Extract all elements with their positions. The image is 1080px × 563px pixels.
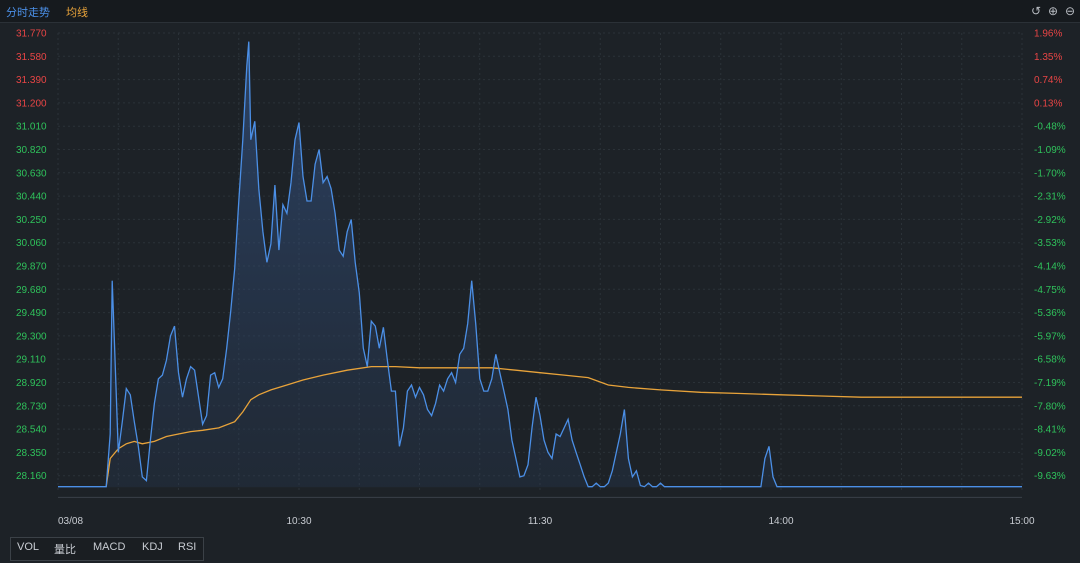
y-tick-left: 29.680 — [16, 285, 47, 296]
x-tick-label: 11:30 — [528, 516, 553, 527]
indicator-vol[interactable]: VOL — [17, 541, 40, 553]
y-tick-left: 29.870 — [16, 262, 47, 273]
y-tick-left: 29.490 — [16, 308, 47, 319]
y-tick-right: 0.13% — [1034, 98, 1062, 109]
y-tick-right: 0.74% — [1034, 75, 1062, 86]
y-tick-right: -5.97% — [1034, 331, 1066, 342]
x-tick-label: 15:00 — [1009, 516, 1034, 527]
x-tick-label: 03/08 — [58, 516, 83, 527]
y-tick-left: 30.440 — [16, 192, 47, 203]
y-tick-right: -4.75% — [1034, 285, 1066, 296]
x-tick-label: 14:00 — [768, 516, 793, 527]
price-line — [58, 41, 1022, 488]
y-tick-right: 1.35% — [1034, 52, 1062, 63]
y-tick-right: -7.80% — [1034, 401, 1066, 412]
x-axis-ticks: 03/08 10:30 11:30 14:00 15:00 — [58, 516, 1035, 527]
indicator-rsi[interactable]: RSI — [178, 541, 197, 553]
indicator-macd[interactable]: MACD — [93, 541, 126, 553]
y-tick-left: 31.580 — [16, 52, 47, 63]
y-tick-left: 31.770 — [16, 29, 47, 40]
intraday-chart: 31.770 31.580 31.390 31.200 31.010 30.820 30.6… — [16, 29, 1066, 528]
reset-icon[interactable]: ↺ — [1030, 4, 1042, 18]
zoom-in-icon[interactable]: ⊕ — [1047, 4, 1059, 18]
y-tick-right: -3.53% — [1034, 238, 1066, 249]
tab-moving-average[interactable]: 均线 — [66, 7, 88, 19]
indicator-bar: VOL 量比 MACD KDJ RSI — [10, 537, 204, 561]
y-tick-right: -7.19% — [1034, 378, 1066, 389]
y-tick-right: -2.92% — [1034, 215, 1066, 226]
y-tick-left: 30.250 — [16, 215, 47, 226]
y-tick-left: 29.300 — [16, 331, 47, 342]
y-tick-right: -6.58% — [1034, 355, 1066, 366]
y-tick-right: -1.09% — [1034, 145, 1066, 156]
tab-intraday-trend[interactable]: 分时走势 — [6, 7, 50, 19]
y-tick-right: -0.48% — [1034, 122, 1066, 133]
y-tick-right: -2.31% — [1034, 192, 1066, 203]
price-area-fill — [58, 41, 1022, 488]
y-tick-right: -9.02% — [1034, 448, 1066, 459]
y-tick-right: -4.14% — [1034, 262, 1066, 273]
zoom-out-icon[interactable]: ⊖ — [1064, 4, 1076, 18]
y-tick-right: 1.96% — [1034, 29, 1062, 40]
y-tick-left: 31.200 — [16, 98, 47, 109]
y-tick-right: -1.70% — [1034, 168, 1066, 179]
y-axis-left-ticks: 31.770 31.580 31.390 31.200 31.010 30.820 30.6… — [16, 29, 47, 483]
average-price-line — [105, 365, 1022, 487]
y-tick-left: 31.010 — [16, 122, 47, 133]
y-tick-left: 31.390 — [16, 75, 47, 86]
y-tick-left: 30.820 — [16, 145, 47, 156]
indicator-volume-ratio[interactable]: 量比 — [54, 544, 76, 556]
y-tick-right: -9.63% — [1034, 471, 1066, 482]
y-tick-left: 28.350 — [16, 448, 47, 459]
y-tick-left: 28.920 — [16, 378, 47, 389]
indicator-kdj[interactable]: KDJ — [142, 541, 163, 553]
y-tick-left: 30.630 — [16, 168, 47, 179]
chart-toolbar: 分时走势 均线 ↺ ⊕ ⊖ — [0, 0, 1080, 23]
y-tick-right: -8.41% — [1034, 425, 1066, 436]
y-axis-right-ticks: 1.96% 1.35% 0.74% 0.13% -0.48% -1.09% -1.70% -2… — [1034, 29, 1066, 483]
y-tick-left: 29.110 — [16, 355, 46, 366]
y-tick-left: 30.060 — [16, 238, 47, 249]
x-tick-label: 10:30 — [286, 516, 311, 527]
y-tick-left: 28.540 — [16, 425, 47, 436]
y-tick-right: -5.36% — [1034, 308, 1066, 319]
y-tick-left: 28.730 — [16, 401, 47, 412]
y-tick-left: 28.160 — [16, 471, 47, 482]
